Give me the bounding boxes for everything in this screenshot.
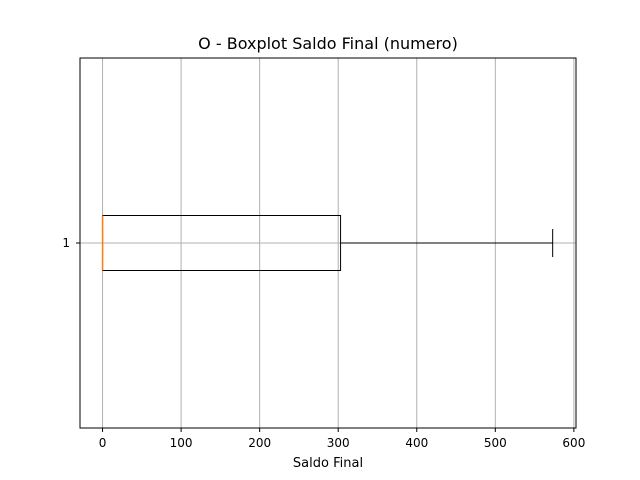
axis-ticks: 0 100 200 300 400 500 600 1 [62,236,585,450]
x-tick-label-0: 0 [99,436,107,450]
box-elements [101,215,554,271]
x-tick-label-2: 200 [248,436,271,450]
x-tick-label-5: 500 [484,436,507,450]
chart-title: O - Boxplot Saldo Final (numero) [198,34,458,53]
x-tick-label-6: 600 [562,436,585,450]
x-tick-label-4: 400 [405,436,428,450]
y-tick-label-0: 1 [62,236,70,250]
x-tick-label-1: 100 [170,436,193,450]
x-axis-label: Saldo Final [293,456,363,471]
x-tick-label-3: 300 [327,436,350,450]
